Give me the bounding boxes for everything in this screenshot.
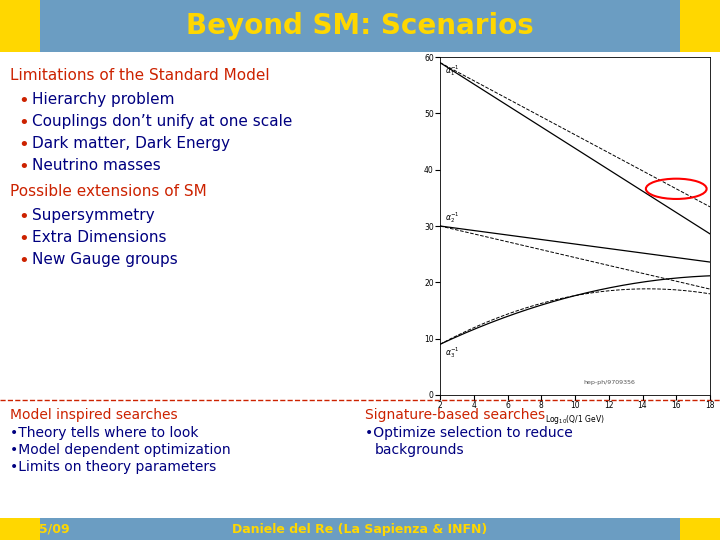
Text: •Model dependent optimization: •Model dependent optimization	[10, 443, 230, 457]
Bar	[680, 0, 720, 52]
Text: •Theory tells where to look: •Theory tells where to look	[10, 426, 199, 440]
X-axis label: $\mathrm{Log_{10}(Q/1\ GeV)}$: $\mathrm{Log_{10}(Q/1\ GeV)}$	[545, 413, 605, 426]
Bar	[0, 518, 40, 540]
Text: •Optimize selection to reduce: •Optimize selection to reduce	[365, 426, 572, 440]
Text: Supersymmetry: Supersymmetry	[32, 208, 155, 223]
Text: hep-ph/9709356: hep-ph/9709356	[583, 380, 635, 384]
Text: Signature-based searches: Signature-based searches	[365, 408, 545, 422]
Text: •: •	[18, 92, 29, 110]
Text: $\alpha_2^{-1}$: $\alpha_2^{-1}$	[445, 210, 460, 225]
Text: Neutrino masses: Neutrino masses	[32, 158, 161, 173]
Text: New Gauge groups: New Gauge groups	[32, 252, 178, 267]
Text: •Limits on theory parameters: •Limits on theory parameters	[10, 460, 216, 474]
Text: 25: 25	[695, 523, 712, 536]
Bar	[0, 518, 720, 540]
Text: backgrounds: backgrounds	[375, 443, 464, 457]
Text: Daniele del Re (La Sapienza & INFN): Daniele del Re (La Sapienza & INFN)	[233, 523, 487, 536]
Text: Possible extensions of SM: Possible extensions of SM	[10, 184, 207, 199]
Text: Couplings don’t unify at one scale: Couplings don’t unify at one scale	[32, 114, 292, 129]
Bar	[0, 0, 40, 52]
Text: •: •	[18, 114, 29, 132]
Text: Dark matter, Dark Energy: Dark matter, Dark Energy	[32, 136, 230, 151]
Text: Model inspired searches: Model inspired searches	[10, 408, 178, 422]
Text: •: •	[18, 208, 29, 226]
Bar	[680, 518, 720, 540]
Text: Limitations of the Standard Model: Limitations of the Standard Model	[10, 68, 269, 83]
Text: •: •	[18, 136, 29, 154]
Bar	[0, 0, 720, 52]
Text: Extra Dimensions: Extra Dimensions	[32, 230, 166, 245]
Text: $\alpha_3^{-1}$: $\alpha_3^{-1}$	[445, 345, 460, 360]
Text: Hierarchy problem: Hierarchy problem	[32, 92, 174, 107]
Text: •: •	[18, 158, 29, 176]
Text: Beyond SM: Scenarios: Beyond SM: Scenarios	[186, 12, 534, 40]
Text: •: •	[18, 252, 29, 270]
Text: •: •	[18, 230, 29, 248]
Text: $\alpha_1^{-1}$: $\alpha_1^{-1}$	[445, 64, 460, 78]
Text: 04/05/09: 04/05/09	[8, 523, 70, 536]
